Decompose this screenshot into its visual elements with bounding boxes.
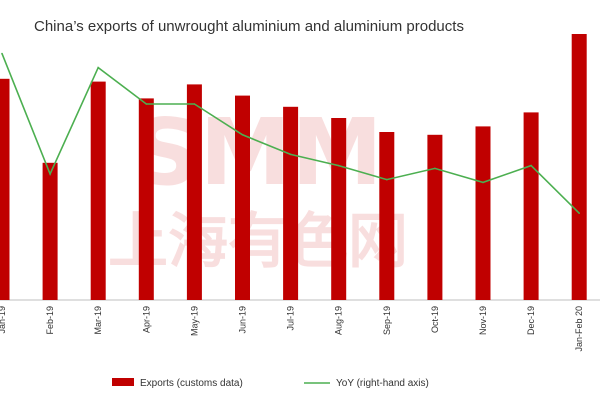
- x-tick-jun-19: Jun-19: [238, 306, 248, 334]
- yoy-point-nov-19: [482, 181, 484, 184]
- bar-apr-19: [138, 98, 154, 301]
- yoy-point-apr-19: [145, 103, 148, 105]
- bar-series: [0, 34, 587, 301]
- x-tick-feb-19: Feb-19: [45, 306, 55, 335]
- bar-may-19: [186, 84, 202, 301]
- bar-feb-19: [42, 162, 58, 300]
- x-tick-jan-19: Jan-19: [0, 306, 7, 334]
- yoy-point-aug-19: [337, 164, 340, 167]
- bar-jan-feb-20: [571, 34, 587, 300]
- chart-title: China’s exports of unwrought aluminium a…: [34, 18, 464, 35]
- legend-label-yoy: YoY (right-hand axis): [336, 378, 429, 389]
- yoy-point-may-19: [193, 103, 196, 105]
- yoy-point-mar-19: [97, 66, 99, 69]
- x-tick-jan-feb-20: Jan-Feb 20: [574, 306, 584, 352]
- line-series: [1, 52, 580, 214]
- watermark-chinese-text: 上海有色网: [108, 207, 408, 277]
- bar-jan-19: [0, 78, 10, 300]
- bar-mar-19: [90, 81, 106, 300]
- bar-aug-19: [331, 118, 347, 300]
- legend: Exports (customs data) YoY (right-hand a…: [112, 378, 429, 389]
- yoy-point-jan-19: [1, 52, 3, 55]
- yoy-point-oct-19: [434, 167, 436, 170]
- x-tick-nov-19: Nov-19: [478, 306, 488, 335]
- x-tick-may-19: May-19: [189, 306, 199, 336]
- x-tick-dec-19: Dec-19: [526, 306, 536, 335]
- bar-oct-19: [427, 134, 443, 300]
- yoy-point-jul-19: [289, 153, 292, 156]
- yoy-point-sep-19: [386, 178, 388, 181]
- x-tick-apr-19: Apr-19: [141, 306, 151, 333]
- yoy-point-jun-19: [241, 134, 244, 136]
- bar-nov-19: [475, 126, 491, 301]
- legend-label-exports: Exports (customs data): [140, 378, 243, 389]
- x-tick-jul-19: Jul-19: [286, 306, 296, 331]
- x-tick-sep-19: Sep-19: [382, 306, 392, 335]
- x-tick-labels: Jan-19 Feb-19 Mar-19 Apr-19 May-19 Jun-19 Jul-…: [0, 306, 584, 352]
- bar-jun-19: [235, 95, 250, 300]
- x-tick-oct-19: Oct-19: [430, 306, 440, 333]
- legend-swatch-exports: [112, 378, 134, 386]
- bar-jul-19: [283, 106, 299, 300]
- yoy-point-jan-feb-20: [578, 212, 580, 214]
- x-tick-mar-19: Mar-19: [93, 306, 103, 335]
- bar-dec-19: [523, 112, 539, 301]
- yoy-point-dec-19: [530, 164, 532, 167]
- yoy-point-feb-19: [49, 173, 51, 175]
- bar-sep-19: [379, 132, 395, 300]
- x-tick-aug-19: Aug-19: [334, 306, 344, 335]
